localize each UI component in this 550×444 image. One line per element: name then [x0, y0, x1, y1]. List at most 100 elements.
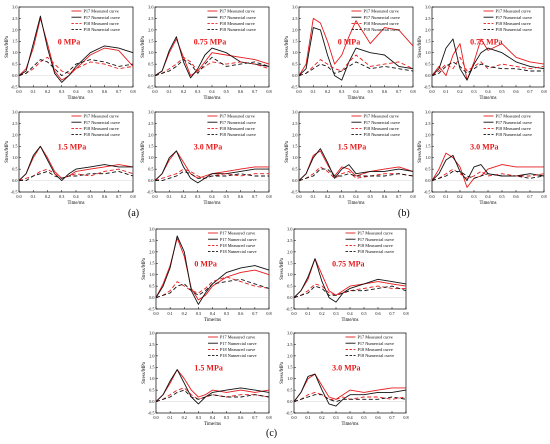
series-line	[298, 150, 414, 181]
y-tick-label: 2.0	[148, 27, 153, 32]
y-tick-label: 1.5	[149, 261, 154, 266]
y-tick-label: 1.0	[148, 50, 153, 55]
y-tick-label: 2.0	[12, 132, 17, 137]
x-tick-label: 0.8	[410, 194, 415, 199]
x-axis-label: Time/ms	[68, 201, 85, 206]
x-axis-label: Time/ms	[204, 422, 221, 427]
series-line	[155, 369, 270, 405]
y-axis-label: Stress/MPa	[285, 140, 290, 163]
y-tick-label: 2.5	[292, 121, 297, 126]
x-tick-label: 0.7	[396, 89, 401, 94]
x-axis-label: Time/ms	[204, 96, 221, 101]
x-tick-label: 0.4	[485, 194, 491, 199]
y-tick-label: 1.5	[292, 39, 297, 44]
legend-entry: P18 Measured curve	[358, 347, 393, 352]
legend-entry: P17 Numercial curve	[220, 341, 257, 346]
legend-entry: P17 Numercial curve	[219, 15, 256, 20]
legend-entry: P17 Numercial curve	[219, 120, 256, 125]
x-tick-label: 0.4	[347, 415, 353, 420]
legend-entry: P17 Numercial curve	[358, 237, 395, 242]
legend-entry: P18 Numercial curve	[496, 132, 533, 137]
series-line	[298, 17, 414, 76]
x-tick-label: 0.4	[209, 194, 215, 199]
x-tick-label: 0.5	[361, 311, 366, 316]
x-tick-label: 0.8	[541, 89, 546, 94]
y-tick-label: 2.5	[12, 121, 17, 126]
legend-entry: P18 Measured curve	[219, 21, 254, 26]
x-tick-label: 0.8	[130, 89, 135, 94]
y-axis-label: Stress/MPa	[280, 257, 285, 280]
legend-entry: P18 Numercial curve	[363, 27, 400, 32]
x-tick-label: 0.5	[224, 415, 229, 420]
x-tick-label: 0.1	[311, 194, 316, 199]
x-tick-label: 0.1	[167, 89, 172, 94]
x-tick-label: 0.6	[513, 194, 518, 199]
y-tick-label: 1.0	[425, 155, 430, 160]
y-tick-label: 0.5	[287, 284, 292, 289]
x-tick-label: 0.5	[88, 89, 93, 94]
x-tick-label: 0.1	[31, 194, 36, 199]
y-tick-label: 0.0	[149, 399, 154, 404]
legend-entry: P17 Measured curve	[83, 114, 118, 119]
x-tick-label: 0.4	[485, 89, 491, 94]
x-tick-label: 0.7	[527, 89, 532, 94]
x-tick-label: 0.8	[266, 89, 271, 94]
x-tick-label: 0.2	[457, 194, 462, 199]
legend-entry: P18 Numercial curve	[358, 353, 395, 358]
y-axis-label: Stress/MPa	[5, 140, 10, 163]
legend-entry: P18 Measured curve	[83, 126, 118, 131]
x-axis-label: Time/ms	[480, 96, 497, 101]
legend-entry: P17 Numercial curve	[496, 15, 533, 20]
x-tick-label: 0.0	[429, 89, 434, 94]
plot-frame	[154, 111, 270, 193]
series-line	[293, 394, 407, 403]
y-tick-label: 1.0	[292, 155, 297, 160]
pressure-annotation: 0.75 MPa	[194, 38, 226, 47]
x-tick-label: 0.7	[116, 89, 121, 94]
y-tick-label: 3.0	[292, 4, 297, 9]
legend-entry: P18 Numercial curve	[83, 27, 120, 32]
y-tick-label: 1.5	[149, 365, 154, 370]
x-axis-label: Time/ms	[68, 96, 85, 101]
y-tick-label: 2.0	[12, 27, 17, 32]
legend-entry: P18 Numercial curve	[219, 27, 256, 32]
legend-entry: P17 Measured curve	[496, 114, 531, 119]
y-tick-label: 3.0	[149, 226, 154, 231]
x-tick-label: 0.7	[252, 311, 257, 316]
legend-entry: P18 Numercial curve	[496, 27, 533, 32]
legend-entry: P17 Numercial curve	[220, 237, 257, 242]
x-axis-label: Time/ms	[342, 318, 359, 323]
x-tick-label: 0.4	[209, 89, 215, 94]
x-tick-label: 0.2	[319, 311, 324, 316]
x-tick-label: 0.2	[181, 194, 186, 199]
x-tick-label: 0.0	[16, 194, 21, 199]
x-tick-label: 0.8	[403, 311, 408, 316]
legend-entry: P17 Measured curve	[363, 114, 398, 119]
y-tick-label: 0.0	[149, 295, 154, 300]
plot-frame	[18, 111, 134, 193]
x-tick-label: 0.6	[382, 194, 387, 199]
y-tick-label: 2.0	[287, 249, 292, 254]
y-tick-label: 3.0	[149, 330, 154, 335]
series-line	[154, 56, 270, 77]
x-tick-label: 0.1	[305, 311, 310, 316]
y-tick-label: 0.0	[425, 73, 430, 78]
y-tick-label: -0.5	[147, 84, 154, 89]
x-tick-label: 0.2	[182, 415, 187, 420]
y-tick-label: 1.5	[12, 39, 17, 44]
x-tick-label: 0.0	[16, 89, 21, 94]
series-line	[431, 61, 544, 77]
x-tick-label: 0.1	[168, 415, 173, 420]
y-tick-label: 0.0	[12, 73, 17, 78]
x-tick-label: 0.3	[471, 194, 476, 199]
x-tick-label: 0.3	[339, 89, 344, 94]
x-tick-label: 0.0	[152, 194, 157, 199]
x-tick-label: 0.8	[403, 415, 408, 420]
series-line	[155, 387, 270, 403]
y-tick-label: -0.5	[286, 306, 293, 311]
group-label-c: (c)	[266, 428, 278, 439]
series-line	[293, 285, 407, 299]
legend-entry: P17 Measured curve	[496, 9, 531, 14]
series-line	[293, 391, 407, 403]
y-tick-label: -0.5	[291, 84, 298, 89]
